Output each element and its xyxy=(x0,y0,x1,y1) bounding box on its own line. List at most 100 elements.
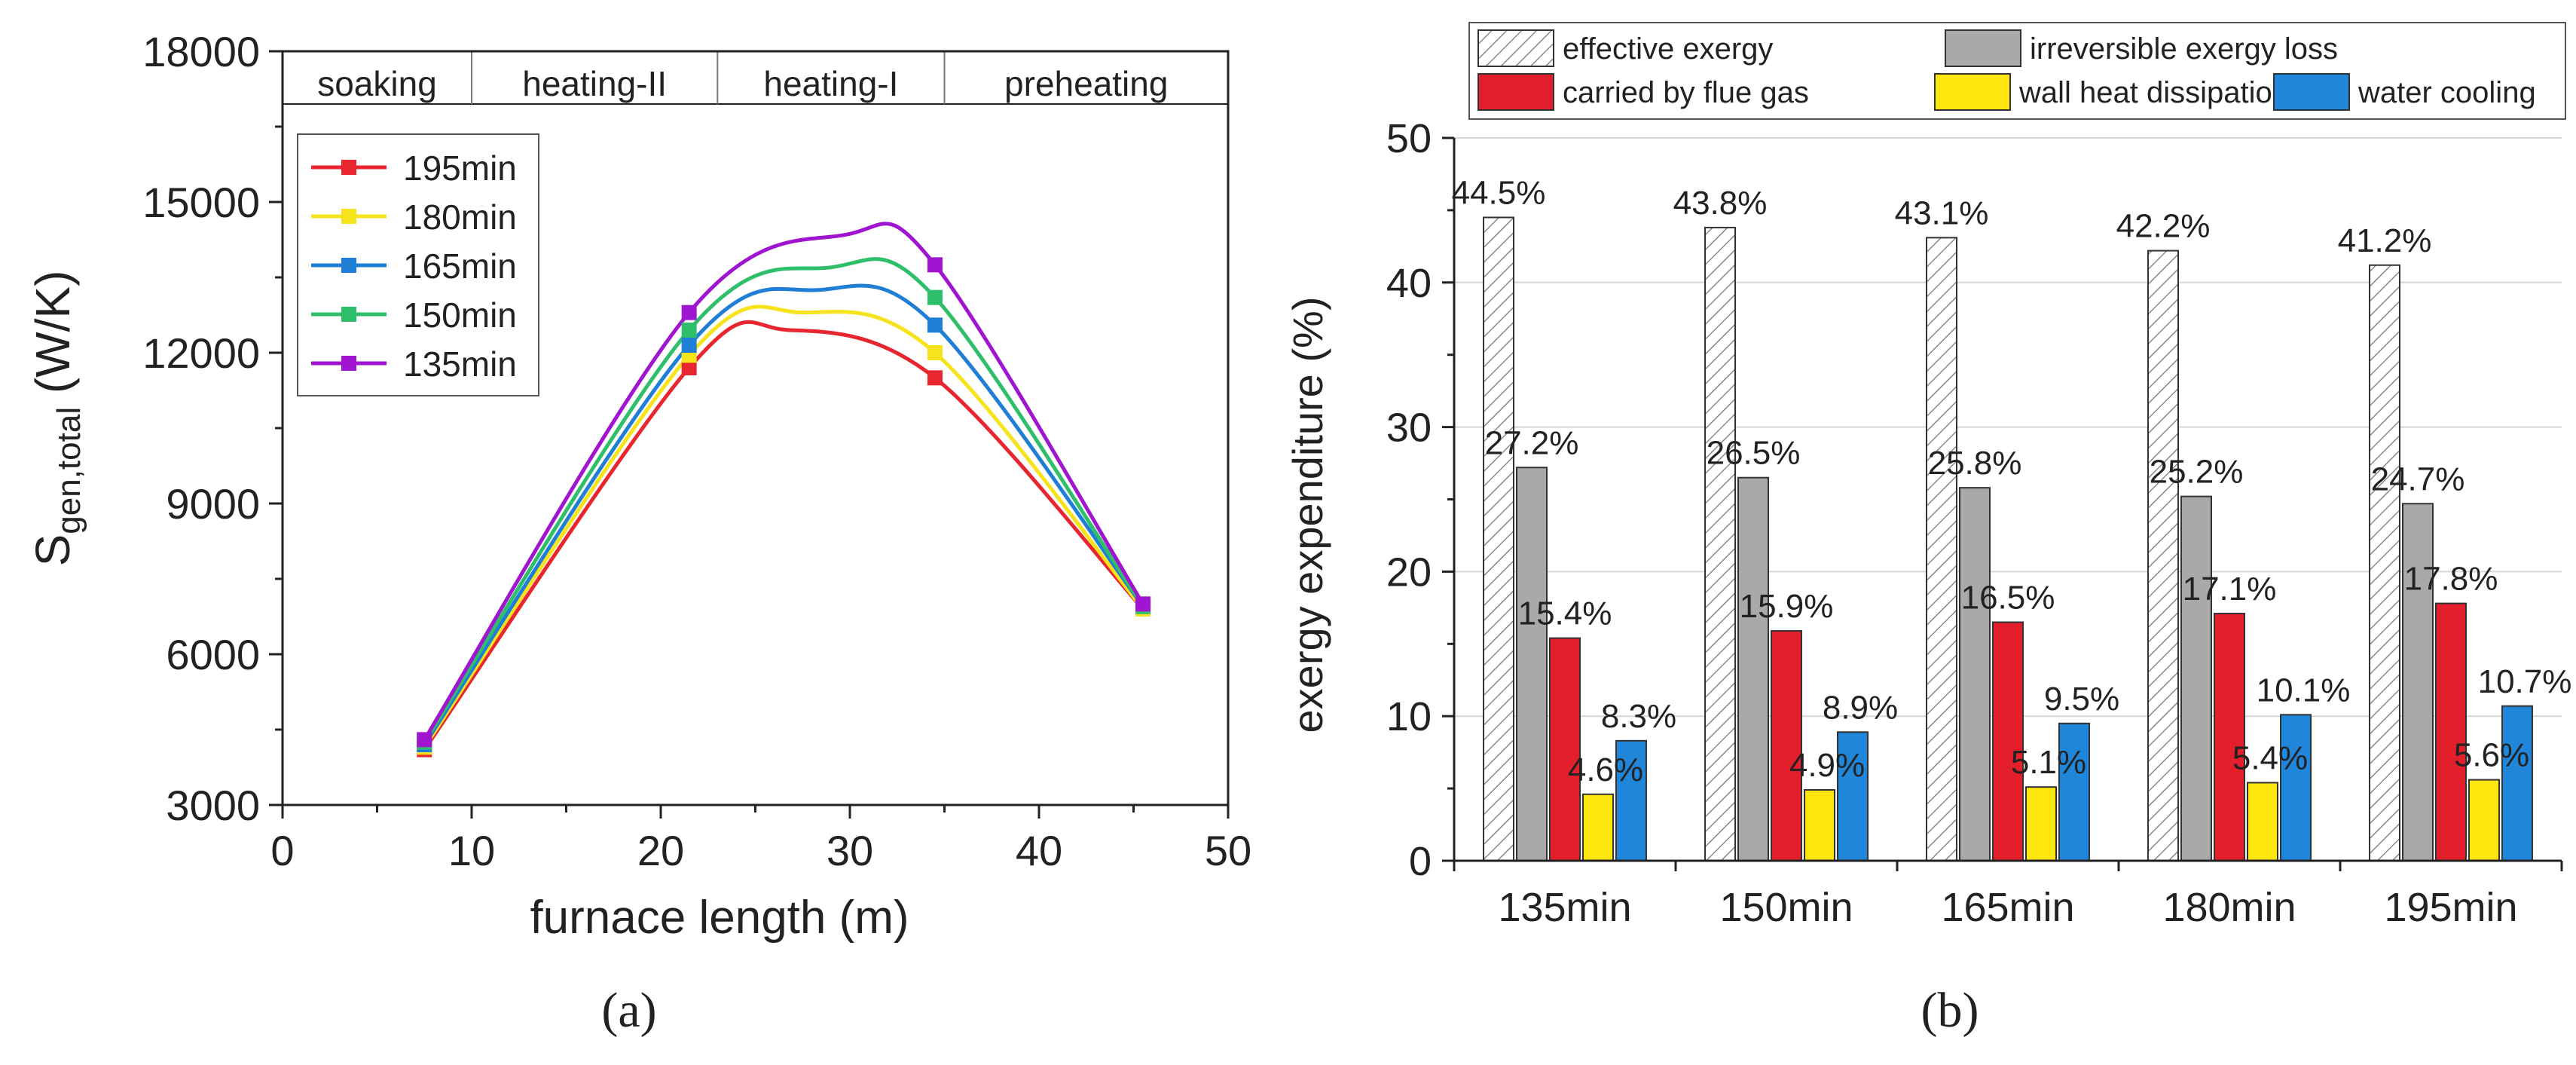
zone-label: heating-I xyxy=(763,64,898,103)
series-line-150min xyxy=(423,257,1145,744)
bar-wall-heat-dissipation-165min xyxy=(2025,786,2057,862)
data-label: 8.3% xyxy=(1601,698,1676,735)
bar-water-cooling-165min xyxy=(2058,722,2090,861)
data-point-165min xyxy=(927,317,943,333)
chart-b: 0 10 20 30 40 50 44.5% 27.2% 15.4% 4.6% 8.3% 135mi… xyxy=(1284,22,2572,1038)
data-label: 25.8% xyxy=(1928,445,2022,482)
data-label: 4.6% xyxy=(1568,751,1643,788)
legend-label: 150min xyxy=(403,295,517,335)
data-label: 43.1% xyxy=(1895,194,1989,231)
x-tick-label: 20 xyxy=(637,827,684,874)
panel-b-label: (b) xyxy=(1921,983,1979,1038)
bar-irreversible-exergy-loss-135min xyxy=(1516,467,1548,861)
x-tick-label: 50 xyxy=(1205,827,1251,874)
data-label: 15.4% xyxy=(1518,595,1612,632)
bar-effective-exergy-150min xyxy=(1704,226,1736,861)
legend-swatch xyxy=(1945,29,2021,67)
y-tick-label: 0 xyxy=(1409,839,1432,884)
data-label: 25.2% xyxy=(2150,454,2244,491)
y-tick-label: 10 xyxy=(1386,694,1432,739)
chart-a-legend: 195min 180min 165min 150min 135min xyxy=(297,133,539,396)
data-point-195min xyxy=(681,360,697,375)
legend-marker xyxy=(341,160,356,175)
legend-label: 180min xyxy=(403,197,517,237)
data-label: 17.8% xyxy=(2404,561,2498,598)
data-label: 24.7% xyxy=(2371,461,2465,497)
data-point-135min xyxy=(681,305,697,320)
data-point-135min xyxy=(417,732,432,748)
data-point-135min xyxy=(1135,596,1151,612)
data-label: 9.5% xyxy=(2044,681,2119,718)
data-label: 5.1% xyxy=(2011,744,2086,781)
ylabel-sub: gen,total xyxy=(50,407,87,534)
y-tick-label: 20 xyxy=(1386,549,1432,595)
series-line-180min xyxy=(423,305,1144,748)
y-tick-label: 18000 xyxy=(142,28,260,75)
data-label: 10.7% xyxy=(2478,663,2572,700)
bar-wall-heat-dissipation-150min xyxy=(1804,789,1835,861)
legend-label: irreversible exergy loss xyxy=(2030,32,2338,66)
bar-effective-exergy-195min xyxy=(2369,264,2400,861)
y-tick-label: 3000 xyxy=(166,782,260,829)
legend-label: water cooling xyxy=(2358,76,2536,109)
x-tick-label: 0 xyxy=(270,827,294,874)
data-label: 26.5% xyxy=(1707,435,1801,472)
x-tick-label: 30 xyxy=(827,827,873,874)
data-label: 43.8% xyxy=(1673,185,1768,222)
data-label: 42.2% xyxy=(2116,208,2211,245)
bar-carried-by-flue-gas-135min xyxy=(1549,637,1581,861)
legend-swatch xyxy=(1934,73,2011,111)
legend-swatch xyxy=(1477,29,1554,67)
data-point-150min xyxy=(681,323,697,338)
data-label: 41.2% xyxy=(2338,222,2432,259)
bar-carried-by-flue-gas-150min xyxy=(1771,630,1802,862)
data-label: 5.6% xyxy=(2454,737,2529,774)
bar-effective-exergy-135min xyxy=(1483,216,1514,861)
bar-water-cooling-135min xyxy=(1615,739,1647,862)
y-tick-label: 9000 xyxy=(166,480,260,528)
legend-label: effective exergy xyxy=(1563,32,1773,66)
legend-marker xyxy=(341,209,356,224)
bar-water-cooling-150min xyxy=(1837,731,1869,861)
zone-label: heating-II xyxy=(522,64,667,103)
bar-irreversible-exergy-loss-150min xyxy=(1737,476,1769,861)
bar-carried-by-flue-gas-180min xyxy=(2214,613,2245,861)
data-label: 10.1% xyxy=(2257,672,2351,708)
x-category-label: 165min xyxy=(1941,885,2074,930)
data-label: 44.5% xyxy=(1452,174,1546,211)
legend-label: carried by flue gas xyxy=(1563,76,1809,109)
series-line-165min xyxy=(423,283,1145,746)
x-category-label: 150min xyxy=(1719,885,1853,930)
data-point-195min xyxy=(927,370,943,386)
bar-effective-exergy-180min xyxy=(2147,249,2179,861)
legend-label: 165min xyxy=(403,246,517,286)
x-category-label: 135min xyxy=(1498,885,1631,930)
data-label: 17.1% xyxy=(2183,571,2277,607)
zone-label: preheating xyxy=(1004,64,1168,103)
chart-a-x-axis-label: furnace length (m) xyxy=(530,892,909,944)
data-point-180min xyxy=(927,345,943,360)
chart-b-legend: effective exergy irreversible exergy loss… xyxy=(1468,22,2566,120)
bar-irreversible-exergy-loss-195min xyxy=(2402,503,2434,862)
bar-water-cooling-180min xyxy=(2280,714,2312,861)
y-tick-label: 40 xyxy=(1386,261,1432,306)
data-label: 16.5% xyxy=(1961,580,2055,617)
panel-a-label: (a) xyxy=(601,983,656,1038)
bar-wall-heat-dissipation-135min xyxy=(1582,793,1614,861)
bar-irreversible-exergy-loss-180min xyxy=(2180,495,2212,861)
bar-wall-heat-dissipation-180min xyxy=(2247,782,2278,861)
series-line-135min xyxy=(423,222,1145,741)
bar-irreversible-exergy-loss-165min xyxy=(1959,487,1991,861)
legend-label: 135min xyxy=(403,344,517,384)
chart-b-y-axis-label: exergy expenditure (%) xyxy=(1284,297,1331,733)
zone-label: soaking xyxy=(317,64,437,103)
bar-effective-exergy-165min xyxy=(1926,237,1957,862)
data-label: 15.9% xyxy=(1740,588,1834,625)
bar-water-cooling-195min xyxy=(2501,705,2533,861)
x-tick-label: 40 xyxy=(1016,827,1062,874)
data-label: 27.2% xyxy=(1485,424,1579,461)
y-tick-label: 12000 xyxy=(142,329,260,377)
chart-a-y-axis-label: Sgen,total (W/K) xyxy=(26,271,87,567)
bar-wall-heat-dissipation-195min xyxy=(2468,779,2500,862)
ylabel-unit: (W/K) xyxy=(26,271,80,407)
